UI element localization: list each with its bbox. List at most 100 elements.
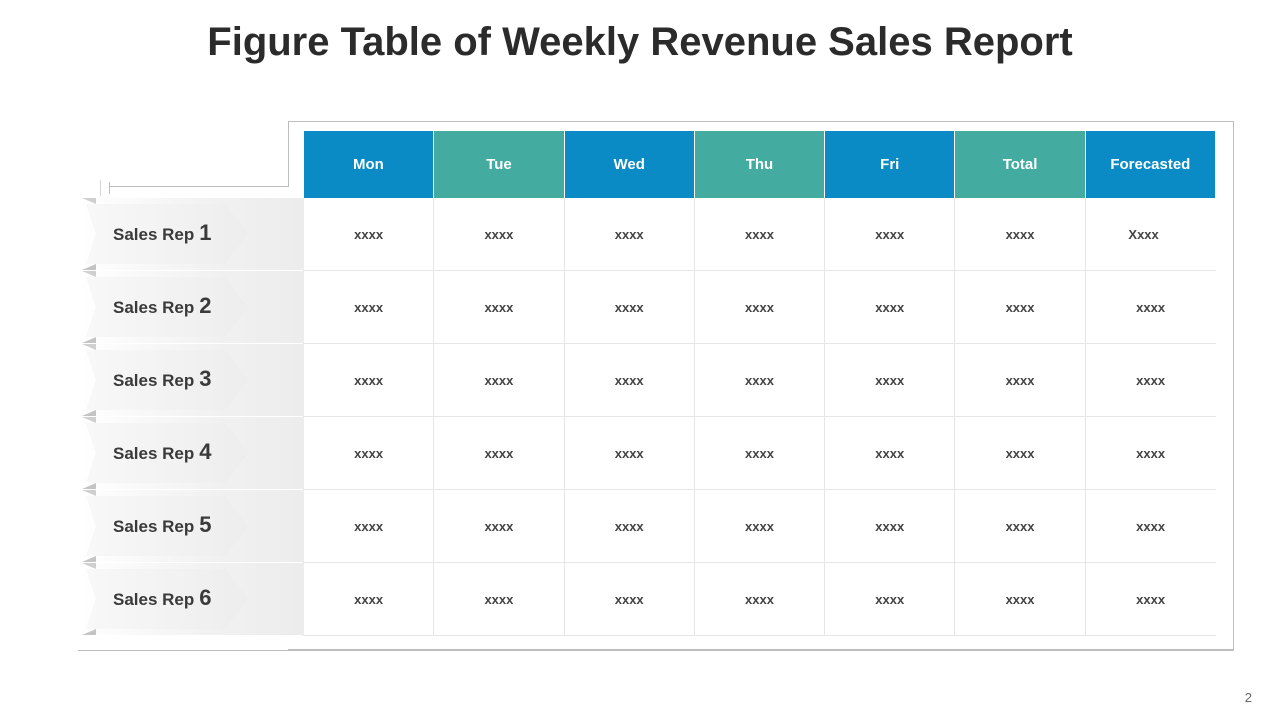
chevron-arrow-shape: [86, 569, 248, 629]
row-label-number: 4: [199, 439, 212, 464]
table-cell: xxxx: [433, 489, 565, 563]
row-label-name: Sales Rep: [113, 225, 195, 244]
column-header-wed: Wed: [564, 131, 695, 198]
row-label-number: 1: [199, 220, 212, 245]
table-cell: xxxx: [824, 416, 956, 490]
table-cell: xxxx: [954, 562, 1086, 636]
table-cell: xxxx: [824, 562, 956, 636]
table-cell: xxxx: [564, 416, 695, 490]
table-cell: xxxx: [694, 489, 826, 563]
table-cell: xxxx: [954, 416, 1086, 490]
table-cell: xxxx: [954, 270, 1086, 344]
table-cell: xxxx: [954, 343, 1086, 417]
table-cell: xxxx: [824, 270, 956, 344]
table-cell: xxxx: [433, 270, 565, 344]
row-label-name: Sales Rep: [113, 371, 195, 390]
table-cell: xxxx: [1085, 562, 1216, 636]
table-row: xxxx xxxx xxxx xxxx xxxx xxxx xxxx: [302, 343, 1216, 417]
fold-corner-bottom: [82, 629, 96, 635]
fold-corner-bottom: [82, 556, 96, 562]
frame-bottom-line: [78, 650, 1234, 651]
fold-corner-bottom: [82, 483, 96, 489]
chevron-arrow-shape: [86, 277, 248, 337]
table-cell: xxxx: [433, 562, 565, 636]
table-cell: xxxx: [302, 198, 435, 271]
table-cell: xxxx: [302, 343, 435, 417]
frame-tick: [109, 182, 110, 194]
column-header-forecasted: Forecasted: [1085, 131, 1217, 198]
table-cell: xxxx: [954, 198, 1086, 271]
fold-corner-top: [82, 271, 96, 277]
column-header-thu: Thu: [694, 131, 826, 198]
column-header-fri: Fri: [824, 131, 956, 198]
page-number: 2: [1244, 690, 1252, 705]
fold-corner-bottom: [82, 410, 96, 416]
table-cell: xxxx: [954, 489, 1086, 563]
table-cell: xxxx: [433, 343, 565, 417]
table-frame: [288, 121, 1234, 650]
fold-corner-bottom: [82, 264, 96, 270]
table-row: xxxx xxxx xxxx xxxx xxxx xxxx xxxx: [302, 416, 1216, 490]
row-label-sales-rep-4: Sales Rep 4: [80, 417, 304, 490]
table-cell: xxxx: [1085, 343, 1216, 417]
table-cell: Xxxx: [1085, 198, 1216, 271]
row-label-sales-rep-6: Sales Rep 6: [80, 563, 304, 636]
table-cell: xxxx: [302, 562, 435, 636]
row-label-text: Sales Rep 6: [113, 585, 212, 611]
row-labels: Sales Rep 1 Sales Rep 2 Sales Rep 3 Sales R…: [80, 198, 304, 636]
frame-ledge: [109, 186, 289, 187]
fold-corner-top: [82, 344, 96, 350]
table-cell: xxxx: [694, 198, 826, 271]
row-label-text: Sales Rep 4: [113, 439, 212, 465]
table-cell: xxxx: [564, 562, 695, 636]
row-label-name: Sales Rep: [113, 444, 195, 463]
table-cell: xxxx: [694, 270, 826, 344]
table-cell: xxxx: [824, 343, 956, 417]
row-label-text: Sales Rep 5: [113, 512, 212, 538]
chevron-arrow-shape: [86, 496, 248, 556]
row-label-sales-rep-1: Sales Rep 1: [80, 198, 304, 271]
row-label-sales-rep-5: Sales Rep 5: [80, 490, 304, 563]
table-cell: xxxx: [564, 198, 695, 271]
page-title: Figure Table of Weekly Revenue Sales Rep…: [207, 20, 1073, 64]
table-row: xxxx xxxx xxxx xxxx xxxx xxxx xxxx: [302, 270, 1216, 344]
frame-left-line: [288, 121, 289, 187]
fold-corner-top: [82, 563, 96, 569]
row-label-name: Sales Rep: [113, 517, 195, 536]
column-header-mon: Mon: [303, 131, 435, 198]
table-row: xxxx xxxx xxxx xxxx xxxx xxxx xxxx: [302, 562, 1216, 636]
row-label-number: 5: [199, 512, 212, 537]
table-cell: xxxx: [302, 416, 435, 490]
table-cell: xxxx: [302, 489, 435, 563]
table-cell: xxxx: [694, 562, 826, 636]
table-cell: xxxx: [1085, 416, 1216, 490]
table-cell: xxxx: [1085, 270, 1216, 344]
row-label-sales-rep-2: Sales Rep 2: [80, 271, 304, 344]
row-label-text: Sales Rep 1: [113, 220, 212, 246]
table-cell: xxxx: [564, 343, 695, 417]
frame-tick-secondary: [100, 180, 101, 196]
table-cell: xxxx: [564, 270, 695, 344]
table-cell: xxxx: [433, 198, 565, 271]
row-label-name: Sales Rep: [113, 590, 195, 609]
table-row: xxxx xxxx xxxx xxxx xxxx xxxx Xxxx: [302, 198, 1216, 271]
row-label-number: 3: [199, 366, 212, 391]
table-cell: xxxx: [1085, 489, 1216, 563]
fold-corner-bottom: [82, 337, 96, 343]
table-cell: xxxx: [433, 416, 565, 490]
table-cell: xxxx: [564, 489, 695, 563]
column-header-tue: Tue: [433, 131, 565, 198]
column-header-total: Total: [954, 131, 1086, 198]
chevron-arrow-shape: [86, 204, 248, 264]
revenue-table: Mon Tue Wed Thu Fri Total Forecasted xxx…: [302, 131, 1217, 636]
fold-corner-top: [82, 417, 96, 423]
table-row: xxxx xxxx xxxx xxxx xxxx xxxx xxxx: [302, 489, 1216, 563]
fold-corner-top: [82, 198, 96, 204]
row-label-number: 6: [199, 585, 212, 610]
row-label-text: Sales Rep 2: [113, 293, 212, 319]
table-cell: xxxx: [694, 416, 826, 490]
table-cell: xxxx: [302, 270, 435, 344]
row-label-number: 2: [199, 293, 212, 318]
table-cell: xxxx: [694, 343, 826, 417]
table-cell: xxxx: [824, 198, 956, 271]
